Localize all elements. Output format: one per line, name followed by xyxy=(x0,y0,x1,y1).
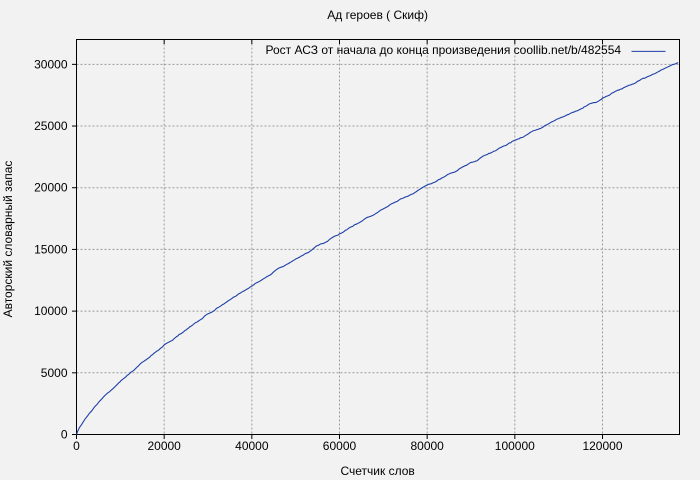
svg-text:120000: 120000 xyxy=(582,439,622,453)
svg-text:Рост АСЗ от начала до конца пр: Рост АСЗ от начала до конца произведения… xyxy=(266,43,622,57)
svg-text:100000: 100000 xyxy=(495,439,535,453)
svg-text:0: 0 xyxy=(73,439,80,453)
svg-text:0: 0 xyxy=(61,428,68,442)
svg-text:25000: 25000 xyxy=(34,119,68,133)
svg-text:Ад героев ( Скиф): Ад героев ( Скиф) xyxy=(327,8,428,22)
svg-text:30000: 30000 xyxy=(34,57,68,71)
svg-text:80000: 80000 xyxy=(410,439,444,453)
svg-text:5000: 5000 xyxy=(41,366,68,380)
svg-text:20000: 20000 xyxy=(147,439,181,453)
svg-text:Авторский словарный запас: Авторский словарный запас xyxy=(1,161,15,318)
svg-text:10000: 10000 xyxy=(34,304,68,318)
svg-text:15000: 15000 xyxy=(34,242,68,256)
svg-text:Счетчик слов: Счетчик слов xyxy=(341,464,415,478)
svg-text:60000: 60000 xyxy=(323,439,357,453)
svg-text:20000: 20000 xyxy=(34,181,68,195)
svg-text:40000: 40000 xyxy=(235,439,269,453)
